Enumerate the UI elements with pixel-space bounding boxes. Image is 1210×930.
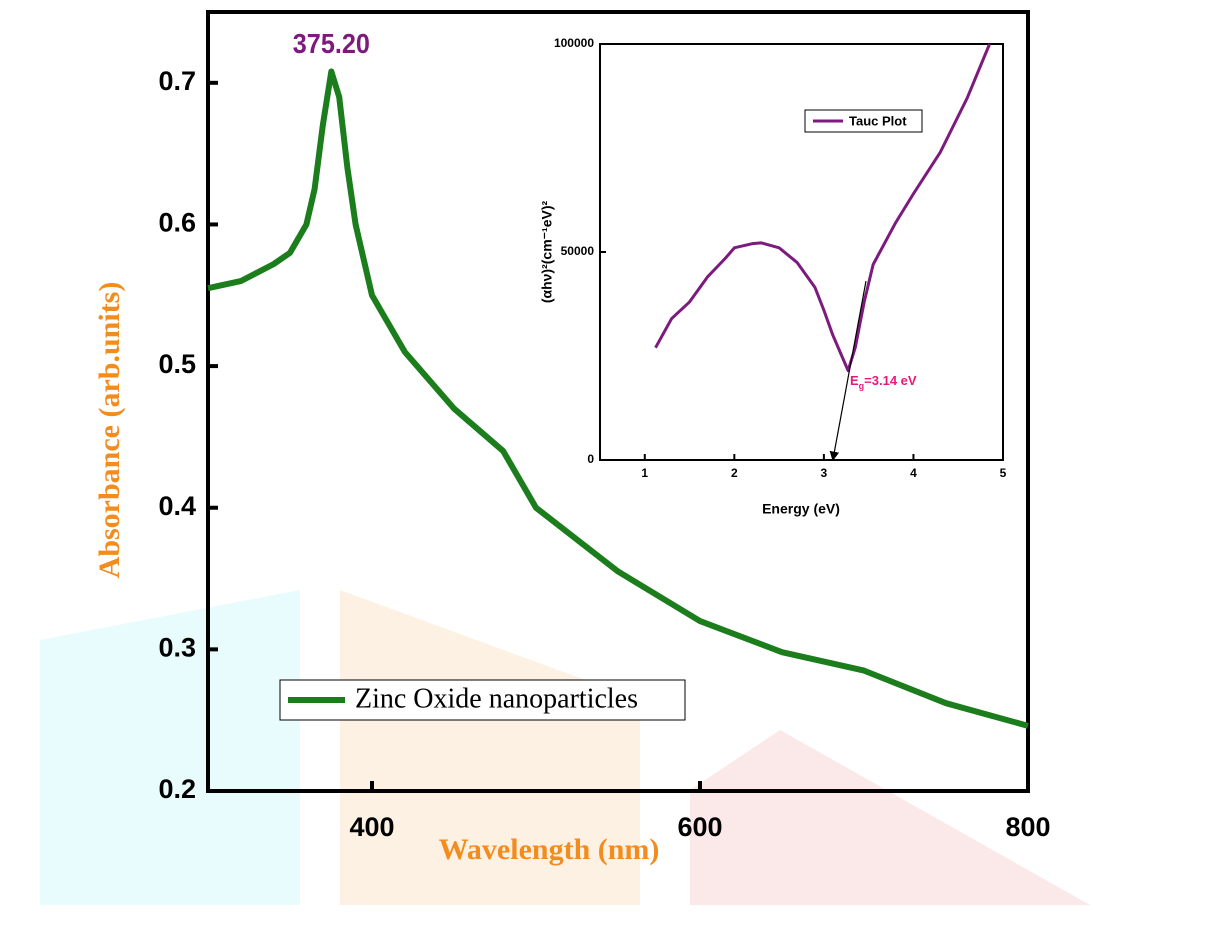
legend-label: Zinc Oxide nanoparticles bbox=[355, 683, 638, 714]
legend-box bbox=[279, 679, 686, 721]
bandgap-label-part: E bbox=[850, 373, 859, 388]
bandgap-label: Eg=3.14 eV bbox=[850, 373, 917, 391]
inset-x-axis-label: Energy (eV) bbox=[762, 501, 840, 517]
y-tick-label: 0 bbox=[587, 452, 594, 466]
y-tick-label: 50000 bbox=[561, 244, 595, 258]
watermark bbox=[40, 590, 1090, 905]
legend-box bbox=[804, 109, 923, 133]
data-line bbox=[654, 43, 991, 373]
y-tick-label: 100000 bbox=[554, 36, 594, 50]
x-tick-label: 3 bbox=[821, 466, 828, 480]
x-tick-label: 600 bbox=[677, 812, 722, 842]
x-tick-label: 1 bbox=[641, 466, 648, 480]
peak-label: 375.20 bbox=[293, 28, 370, 60]
legend-label: Tauc Plot bbox=[849, 113, 907, 128]
x-tick-label: 5 bbox=[1000, 466, 1007, 480]
x-axis-label: Wavelength (nm) bbox=[439, 833, 660, 866]
x-tick-label: 800 bbox=[1005, 812, 1050, 842]
y-tick-label: 0.5 bbox=[158, 349, 196, 379]
y-tick-label: 0.3 bbox=[158, 632, 196, 662]
x-tick-label: 400 bbox=[349, 812, 394, 842]
y-tick-label: 0.7 bbox=[158, 66, 196, 96]
tangent-line bbox=[829, 281, 867, 462]
y-tick-label: 0.6 bbox=[158, 208, 196, 238]
y-tick-label: 0.4 bbox=[158, 491, 196, 521]
x-tick-label: 2 bbox=[731, 466, 738, 480]
data-line bbox=[207, 68, 1029, 729]
plot-frame bbox=[599, 43, 1004, 461]
y-axis-label: Absorbance (arb.units) bbox=[93, 282, 126, 579]
inset-y-axis-label: (αhν)²(cm⁻¹eV)² bbox=[539, 200, 555, 303]
y-tick-label: 0.2 bbox=[158, 774, 196, 804]
x-tick-label: 4 bbox=[910, 466, 917, 480]
bandgap-label-part: =3.14 eV bbox=[864, 373, 917, 388]
bandgap-label-part: g bbox=[859, 381, 865, 391]
plot-frame bbox=[206, 10, 1030, 793]
